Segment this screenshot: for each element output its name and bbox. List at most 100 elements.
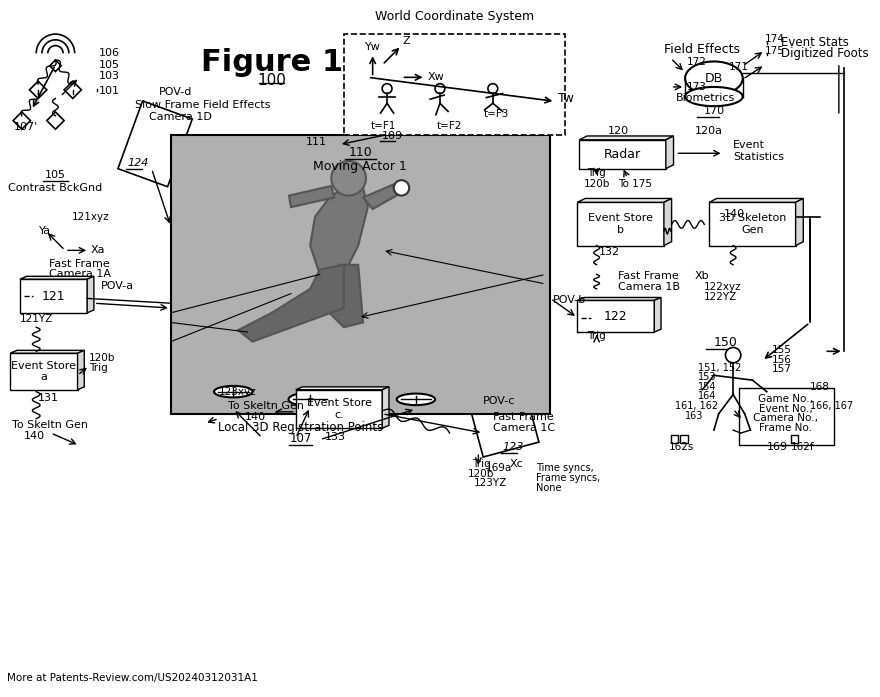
Text: t=F1: t=F1 <box>370 121 396 131</box>
Polygon shape <box>796 199 803 245</box>
Polygon shape <box>296 387 389 390</box>
Bar <box>791 435 798 443</box>
Polygon shape <box>49 60 62 72</box>
Text: 175: 175 <box>765 46 785 56</box>
Text: 121YZ: 121YZ <box>20 314 53 324</box>
FancyBboxPatch shape <box>171 135 551 414</box>
Text: 106: 106 <box>99 48 120 58</box>
Text: Event Stats: Event Stats <box>781 36 849 49</box>
Text: Fast Frame: Fast Frame <box>48 259 109 269</box>
Ellipse shape <box>397 394 435 405</box>
Text: Yw: Yw <box>365 43 381 52</box>
Polygon shape <box>20 279 87 313</box>
Text: 123xyz: 123xyz <box>219 387 256 397</box>
Text: 105: 105 <box>45 170 66 181</box>
Text: 140: 140 <box>24 431 45 441</box>
Text: None: None <box>536 482 561 493</box>
Circle shape <box>394 181 409 196</box>
Text: Trig: Trig <box>587 331 605 341</box>
Text: 163: 163 <box>685 411 703 420</box>
Text: Xa: Xa <box>91 245 106 255</box>
Text: 120b: 120b <box>89 353 115 363</box>
Text: To Skeltn Gen: To Skeltn Gen <box>229 401 304 411</box>
Text: To 175: To 175 <box>618 179 652 189</box>
Text: 173: 173 <box>687 82 707 92</box>
Text: 124: 124 <box>128 158 149 168</box>
Text: Camera 1B: Camera 1B <box>618 282 679 292</box>
Text: 168: 168 <box>810 382 830 392</box>
Text: Event: Event <box>733 141 765 151</box>
Text: 154: 154 <box>698 382 716 392</box>
Text: Ya: Ya <box>39 226 51 236</box>
Text: More at Patents-Review.com/US20240312031A1: More at Patents-Review.com/US20240312031… <box>7 673 258 683</box>
Polygon shape <box>329 265 363 328</box>
Bar <box>118 101 192 187</box>
Polygon shape <box>709 202 796 245</box>
Text: Event Store
b: Event Store b <box>588 213 653 235</box>
Text: POV-d: POV-d <box>159 86 193 97</box>
Text: Field Effects: Field Effects <box>664 43 740 56</box>
Polygon shape <box>20 276 94 279</box>
Text: 171: 171 <box>729 61 748 72</box>
Text: 110: 110 <box>348 146 372 159</box>
Text: 133: 133 <box>325 431 346 442</box>
Polygon shape <box>579 136 673 140</box>
Polygon shape <box>13 112 31 129</box>
Polygon shape <box>296 390 382 428</box>
Text: 123YZ: 123YZ <box>473 478 507 488</box>
Text: Contrast BckGnd: Contrast BckGnd <box>8 183 103 193</box>
Polygon shape <box>577 298 661 300</box>
Text: 120b: 120b <box>584 179 611 189</box>
Text: 100: 100 <box>257 72 286 88</box>
Text: 174: 174 <box>765 33 785 44</box>
Polygon shape <box>47 112 64 129</box>
Text: Time syncs,: Time syncs, <box>536 464 594 473</box>
Polygon shape <box>709 199 803 202</box>
Text: Local 3D Registration Points: Local 3D Registration Points <box>218 421 383 434</box>
Polygon shape <box>289 186 334 207</box>
Polygon shape <box>577 300 655 332</box>
Text: 169a: 169a <box>486 464 512 473</box>
Text: 109: 109 <box>382 131 403 141</box>
Polygon shape <box>64 81 81 98</box>
Text: To Skeltn Gen: To Skeltn Gen <box>12 420 88 430</box>
Text: Trig: Trig <box>472 459 490 468</box>
Text: 131: 131 <box>38 393 59 404</box>
Polygon shape <box>238 265 344 342</box>
Text: 162s: 162s <box>669 443 694 452</box>
Text: Camera 1A: Camera 1A <box>48 269 111 279</box>
Text: 107': 107' <box>14 122 39 132</box>
Text: Fast Frame: Fast Frame <box>493 413 554 422</box>
Polygon shape <box>577 202 664 245</box>
Polygon shape <box>77 351 84 390</box>
Text: 140: 140 <box>245 411 266 422</box>
Text: 122xyz: 122xyz <box>704 282 742 292</box>
FancyBboxPatch shape <box>739 388 834 445</box>
Text: Slow Frame Field Effects: Slow Frame Field Effects <box>136 100 271 110</box>
Text: Fast Frame: Fast Frame <box>618 271 678 281</box>
Text: 121xyz: 121xyz <box>72 212 109 222</box>
Text: Game No.,: Game No., <box>759 395 813 404</box>
Text: World Coordinate System: World Coordinate System <box>375 10 534 23</box>
Text: 120: 120 <box>608 126 629 136</box>
Text: 170: 170 <box>704 106 725 116</box>
Text: Trig: Trig <box>587 169 605 178</box>
Bar <box>463 368 539 457</box>
Text: 103: 103 <box>99 71 120 82</box>
Polygon shape <box>579 140 666 169</box>
Polygon shape <box>87 276 94 313</box>
Ellipse shape <box>289 392 332 406</box>
Text: t=F3: t=F3 <box>483 109 509 118</box>
Text: 161, 162: 161, 162 <box>676 401 719 411</box>
Text: Z: Z <box>402 36 410 46</box>
Text: 121: 121 <box>41 289 65 302</box>
Text: 3D Skeleton
Gen: 3D Skeleton Gen <box>719 213 786 235</box>
Ellipse shape <box>214 386 253 397</box>
Text: 151, 152: 151, 152 <box>698 362 741 372</box>
Polygon shape <box>310 188 368 284</box>
Text: 120a: 120a <box>694 126 722 136</box>
Polygon shape <box>655 298 661 332</box>
Circle shape <box>725 347 741 363</box>
Text: Statistics: Statistics <box>733 152 784 162</box>
Text: 111: 111 <box>305 137 326 146</box>
